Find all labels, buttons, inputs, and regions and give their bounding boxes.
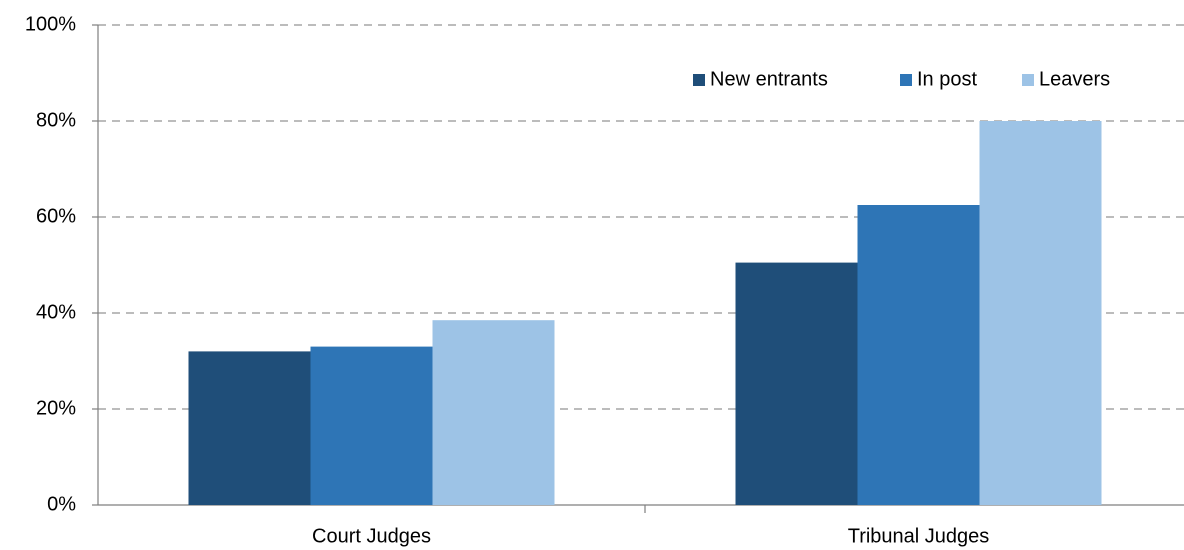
bar [310,346,433,505]
bar [735,262,858,505]
bar [432,320,555,505]
bar [979,121,1102,505]
y-tick-label: 80% [36,109,76,131]
bar [857,205,980,505]
legend-swatch [693,74,705,86]
y-tick-label: 0% [47,493,76,515]
x-tick-label: Tribunal Judges [848,525,990,547]
y-tick-label: 40% [36,301,76,323]
legend-label: Leavers [1039,68,1110,90]
legend-swatch [1022,74,1034,86]
legend-swatch [900,74,912,86]
y-tick-label: 100% [25,13,76,35]
y-tick-label: 20% [36,397,76,419]
x-tick-label: Court Judges [312,525,431,547]
legend-label: New entrants [710,68,828,90]
legend-label: In post [917,68,977,90]
y-tick-label: 60% [36,205,76,227]
bar [188,351,311,505]
